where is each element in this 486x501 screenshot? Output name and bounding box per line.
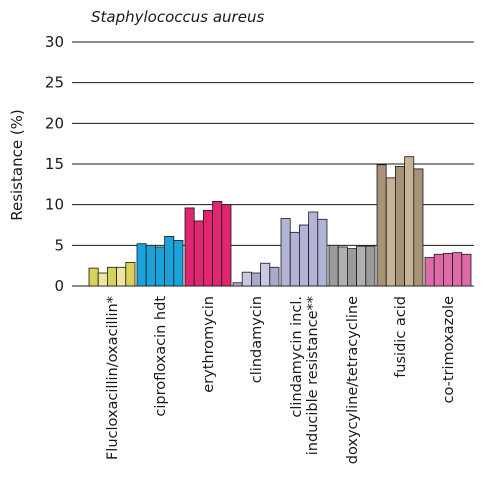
chart-title: Staphylococcus aureus xyxy=(91,8,264,26)
bar-3-4 xyxy=(269,266,280,287)
bar-6-3 xyxy=(404,156,415,287)
bar-0-0 xyxy=(88,267,99,287)
bar-5-4 xyxy=(365,245,376,287)
y-tick-label: 25 xyxy=(45,74,64,92)
bar-6-2 xyxy=(394,166,405,287)
bar-1-3 xyxy=(164,235,175,287)
category-labels: Flucloxacillin/oxacillin* ciprofloxacin h… xyxy=(105,296,457,465)
category-label: doxycyline/tetracycline xyxy=(345,296,361,464)
category-label: fusidic acid xyxy=(393,296,409,378)
y-tick-label: 30 xyxy=(45,33,64,51)
bar-4-3 xyxy=(308,211,319,287)
bar-3-2 xyxy=(250,272,261,287)
bar-1-2 xyxy=(154,246,165,287)
category-label: ciprofloxacin hdt xyxy=(153,296,169,417)
bar-0-2 xyxy=(107,266,118,287)
bar-4-0 xyxy=(280,218,291,287)
y-axis-label: Resistance (%) xyxy=(8,109,26,221)
bar-7-3 xyxy=(452,252,463,287)
bar-1-1 xyxy=(145,244,156,287)
bar-2-2 xyxy=(202,209,213,287)
bar-5-2 xyxy=(346,248,357,287)
bars xyxy=(88,156,472,287)
bar-6-4 xyxy=(413,168,424,287)
bar-5-1 xyxy=(337,246,348,287)
bar-0-3 xyxy=(116,266,127,287)
category-label: inducible resistance** xyxy=(305,296,321,455)
bar-7-1 xyxy=(433,253,444,287)
bar-4-4 xyxy=(317,218,328,287)
bar-7-0 xyxy=(424,257,435,287)
bar-2-1 xyxy=(193,220,204,287)
bar-5-3 xyxy=(356,245,367,287)
y-tick-label: 10 xyxy=(45,196,64,214)
bar-3-3 xyxy=(260,262,271,287)
category-label: Flucloxacillin/oxacillin* xyxy=(105,296,121,460)
bar-6-1 xyxy=(385,177,396,287)
bar-3-0 xyxy=(232,282,243,287)
bar-4-1 xyxy=(289,231,300,287)
category-label: clindamycin incl. xyxy=(289,296,305,418)
bar-1-4 xyxy=(173,240,184,287)
bar-2-3 xyxy=(212,201,223,287)
bar-2-0 xyxy=(184,207,195,287)
y-tick-labels: 0 5 10 15 20 25 30 xyxy=(45,33,64,295)
bar-7-4 xyxy=(461,253,472,287)
y-tick-label: 0 xyxy=(54,277,64,295)
category-label: clindamycin xyxy=(249,296,265,383)
y-tick-label: 15 xyxy=(45,155,64,173)
bar-2-4 xyxy=(221,204,232,287)
y-tick-label: 20 xyxy=(45,114,64,132)
bar-1-0 xyxy=(136,243,147,287)
bar-5-0 xyxy=(328,244,339,287)
y-tick-label: 5 xyxy=(54,236,64,254)
bar-0-1 xyxy=(97,272,108,287)
bar-0-4 xyxy=(125,262,136,287)
category-label: co-trimoxazole xyxy=(441,296,457,404)
bar-7-2 xyxy=(442,253,453,287)
bar-3-1 xyxy=(241,271,252,287)
bar-6-0 xyxy=(376,164,387,287)
category-label: erythromycin xyxy=(201,296,217,393)
bar-4-2 xyxy=(298,224,309,287)
